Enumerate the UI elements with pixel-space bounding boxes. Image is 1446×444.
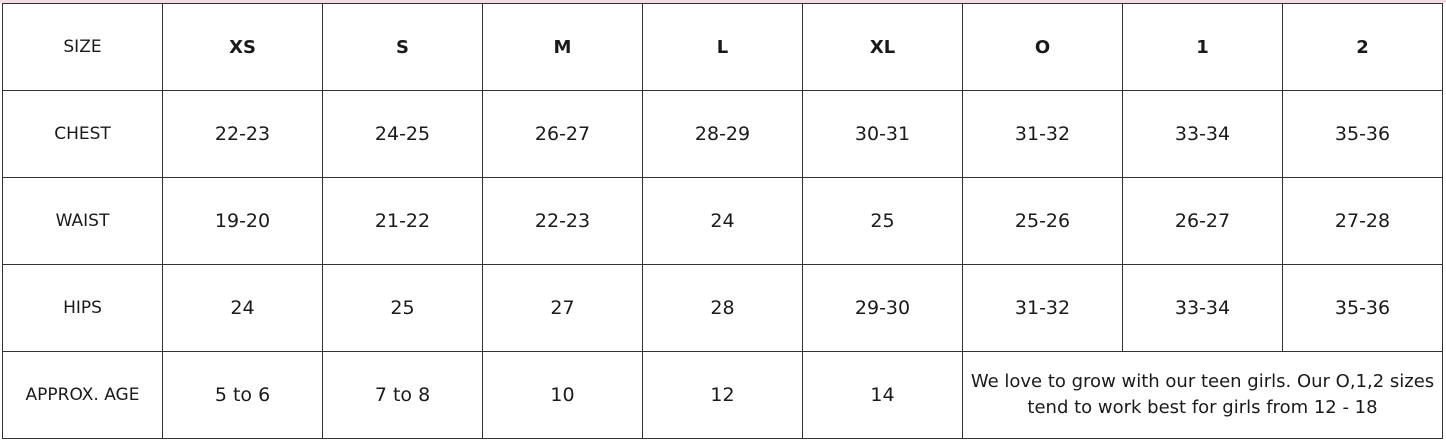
row-label: APPROX. AGE <box>2 351 163 439</box>
table-row: WAIST 19-20 21-22 22-23 24 25 25-26 26-27 27-28 <box>2 177 1443 265</box>
measurement-cell: 19-20 <box>162 177 323 265</box>
row-label: SIZE <box>2 3 163 91</box>
measurement-cell: 24-25 <box>322 90 483 178</box>
measurement-cell: 28-29 <box>642 90 803 178</box>
size-chart-table: SIZE XS S M L XL O 1 2 CHEST 22-23 24-25 26-27 28-29 3… <box>2 3 1443 439</box>
measurement-cell: 35-36 <box>1282 90 1443 178</box>
size-header: L <box>642 3 803 91</box>
measurement-cell: 24 <box>162 264 323 352</box>
size-header: 1 <box>1122 3 1283 91</box>
measurement-cell: 30-31 <box>802 90 963 178</box>
measurement-cell: 26-27 <box>1122 177 1283 265</box>
size-header: XL <box>802 3 963 91</box>
size-header: XS <box>162 3 323 91</box>
table-row: CHEST 22-23 24-25 26-27 28-29 30-31 31-32 33-34… <box>2 90 1443 178</box>
age-cell: 14 <box>802 351 963 439</box>
row-label: WAIST <box>2 177 163 265</box>
size-header: O <box>962 3 1123 91</box>
teen-sizes-note: We love to grow with our teen girls. Our… <box>962 351 1443 439</box>
age-cell: 10 <box>482 351 643 439</box>
measurement-cell: 31-32 <box>962 264 1123 352</box>
measurement-cell: 35-36 <box>1282 264 1443 352</box>
measurement-cell: 21-22 <box>322 177 483 265</box>
measurement-cell: 22-23 <box>482 177 643 265</box>
measurement-cell: 25-26 <box>962 177 1123 265</box>
measurement-cell: 25 <box>802 177 963 265</box>
measurement-cell: 33-34 <box>1122 264 1283 352</box>
size-header: 2 <box>1282 3 1443 91</box>
age-cell: 12 <box>642 351 803 439</box>
header-row: SIZE XS S M L XL O 1 2 <box>2 3 1443 91</box>
age-cell: 5 to 6 <box>162 351 323 439</box>
measurement-cell: 28 <box>642 264 803 352</box>
row-label: HIPS <box>2 264 163 352</box>
measurement-cell: 26-27 <box>482 90 643 178</box>
measurement-cell: 31-32 <box>962 90 1123 178</box>
measurement-cell: 22-23 <box>162 90 323 178</box>
measurement-cell: 24 <box>642 177 803 265</box>
age-cell: 7 to 8 <box>322 351 483 439</box>
measurement-cell: 25 <box>322 264 483 352</box>
measurement-cell: 27 <box>482 264 643 352</box>
table-row: HIPS 24 25 27 28 29-30 31-32 33-34 35-36 <box>2 264 1443 352</box>
measurement-cell: 29-30 <box>802 264 963 352</box>
top-accent-strip <box>0 0 1446 3</box>
row-label: CHEST <box>2 90 163 178</box>
size-header: M <box>482 3 643 91</box>
measurement-cell: 27-28 <box>1282 177 1443 265</box>
measurement-cell: 33-34 <box>1122 90 1283 178</box>
size-header: S <box>322 3 483 91</box>
